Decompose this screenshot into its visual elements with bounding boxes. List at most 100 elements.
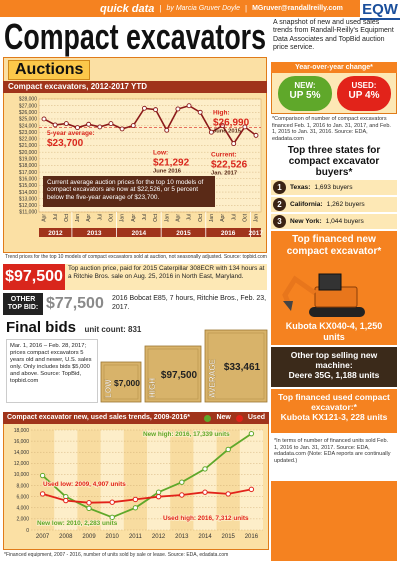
separator: | xyxy=(245,4,248,13)
annotation: Low: xyxy=(153,150,168,157)
states-list: 1 Texas: 1,693 buyers 2 California: 1,262 buy… xyxy=(271,180,397,231)
state-name: New York: xyxy=(290,218,322,225)
crate xyxy=(144,345,202,403)
state-row: 2 California: 1,262 buyers xyxy=(271,197,397,212)
top-used-title: Top financed used compact excavator:* xyxy=(278,392,390,412)
x-tick-label: 2013 xyxy=(175,534,189,540)
data-point xyxy=(175,106,181,112)
yoy-used-change: UP 4% xyxy=(348,90,380,101)
data-point xyxy=(179,479,185,485)
average-label: $23,700 xyxy=(47,138,84,149)
yoy-used: USED: UP 4% xyxy=(337,76,391,111)
final-bids-title: Final bids unit count: 831 xyxy=(6,319,141,337)
yoy-title: Year-over-year change* xyxy=(271,62,397,73)
x-tick-label: Jan xyxy=(75,214,81,222)
data-point xyxy=(86,121,92,127)
y-tick-label: $12,000 xyxy=(19,203,37,209)
y-tick-label: $27,000 xyxy=(19,103,37,109)
title-area: Compact excavators xyxy=(4,17,266,57)
y-tick-label: $20,000 xyxy=(19,150,37,156)
y-tick-label: 2,000 xyxy=(16,517,29,523)
top-used-model: Kubota KX121-3, 228 units xyxy=(280,412,388,422)
x-tick-label: Oct xyxy=(109,213,115,221)
x-tick-label: 2012 xyxy=(152,534,166,540)
x-tick-label: 2011 xyxy=(129,534,143,540)
data-point xyxy=(63,497,69,504)
annotation: $21,292 xyxy=(153,158,190,169)
sales-chart: 0 2,000 4,000 6,000 8,000 10,000 12,000 14,000 1… xyxy=(14,428,263,540)
x-tick-label: Apr xyxy=(175,214,181,222)
y-tick-label: $19,000 xyxy=(19,157,37,163)
series-line xyxy=(42,488,252,504)
x-tick-label: Apr xyxy=(131,214,137,222)
section-title: Auctions xyxy=(8,60,91,80)
x-tick-label: Apr xyxy=(220,214,226,222)
top-bid-price: $97,500 xyxy=(3,264,65,290)
y-tick-label: 18,000 xyxy=(14,428,30,434)
data-point xyxy=(130,123,136,129)
y-tick-label: $14,000 xyxy=(19,190,37,196)
top-bid-text: Top auction price, paid for 2015 Caterpi… xyxy=(68,265,265,280)
annotation: Used high: 2016, 7,312 units xyxy=(163,515,249,522)
year-label: 2015 xyxy=(176,230,191,237)
y-tick-label: $15,000 xyxy=(19,183,37,189)
chart-source: Trend prices for the top 10 models of co… xyxy=(5,254,267,260)
annotation: New high: 2016, 17,339 units xyxy=(143,431,230,438)
crate xyxy=(100,361,142,403)
x-tick-label: 2007 xyxy=(36,534,50,540)
data-point xyxy=(248,430,255,437)
average-label: 5-year average: xyxy=(47,130,95,137)
data-point xyxy=(41,116,47,122)
y-tick-label: 14,000 xyxy=(14,450,30,456)
data-point xyxy=(119,126,125,132)
data-point xyxy=(109,514,115,521)
y-tick-label: 12,000 xyxy=(14,461,30,467)
data-point xyxy=(197,109,203,115)
annotation: $22,526 xyxy=(211,160,248,171)
chart-title: Compact excavator new, used sales trends… xyxy=(3,412,269,424)
data-point xyxy=(164,127,170,133)
excavator-illustration xyxy=(282,273,365,317)
bucket xyxy=(283,301,293,311)
state-rank: 2 xyxy=(273,198,286,211)
y-tick-label: $18,000 xyxy=(19,163,37,169)
chart-title-text: Compact excavator new, used sales trends… xyxy=(7,414,190,421)
state-rank: 3 xyxy=(273,215,286,228)
x-tick-label: Jul xyxy=(142,214,148,220)
year-label: 2012 xyxy=(48,230,63,237)
data-point xyxy=(225,446,231,453)
legend-swatch xyxy=(235,414,243,422)
data-point xyxy=(39,491,46,497)
state-row: 3 New York: 1,044 buyers xyxy=(271,214,397,229)
data-point xyxy=(242,124,248,130)
y-tick-label: $24,000 xyxy=(19,123,37,129)
legend-label: New xyxy=(216,414,231,421)
chart-title: Compact excavators, 2012-2017 YTD xyxy=(3,81,267,93)
data-point xyxy=(248,486,255,493)
y-tick-label: $23,000 xyxy=(19,130,37,136)
y-tick-label: 4,000 xyxy=(16,506,29,512)
y-tick-label: 8,000 xyxy=(16,483,29,489)
column-band xyxy=(123,430,147,530)
yoy-new: NEW: UP 5% xyxy=(278,76,332,111)
data-point xyxy=(141,105,147,111)
state-buyers: 1,693 buyers xyxy=(314,184,353,191)
y-tick-label: $22,000 xyxy=(19,137,37,143)
x-tick-label: Oct xyxy=(64,213,70,221)
y-tick-label: $16,000 xyxy=(19,176,37,182)
x-tick-label: Jan xyxy=(164,214,170,222)
y-tick-label: 10,000 xyxy=(14,472,30,478)
data-point xyxy=(86,505,92,512)
section-name: quick data xyxy=(100,2,155,15)
x-tick-label: Jul xyxy=(53,214,59,220)
year-bar xyxy=(39,228,261,237)
state-buyers: 1,262 buyers xyxy=(326,201,365,208)
crate xyxy=(204,329,268,403)
y-tick-label: $11,000 xyxy=(19,210,37,216)
data-point xyxy=(186,103,192,109)
annotation: June 2015 xyxy=(213,128,242,134)
x-tick-label: Oct xyxy=(242,213,248,221)
unit-count: unit count: 831 xyxy=(84,325,142,334)
y-tick-label: 6,000 xyxy=(16,494,29,500)
y-tick-label: 0 xyxy=(26,528,29,534)
